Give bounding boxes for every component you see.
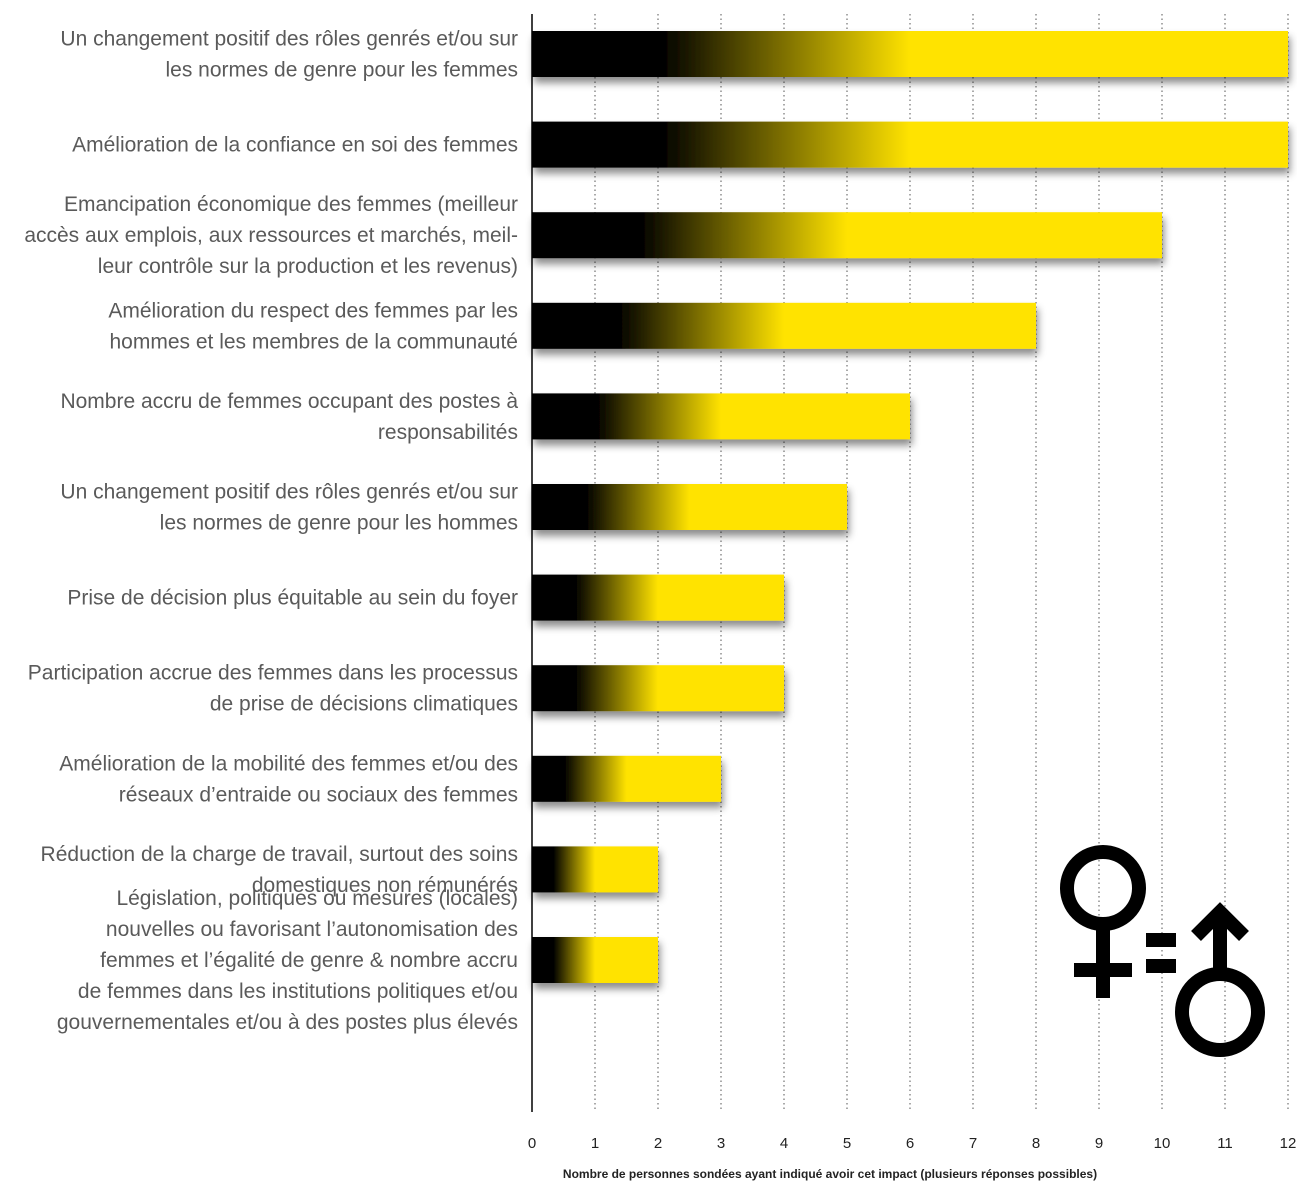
category-label-line: Participation accrue des femmes dans les… — [28, 662, 518, 685]
category-label-line: Nombre accru de femmes occupant des post… — [60, 390, 518, 413]
x-tick-label: 3 — [717, 1135, 725, 1152]
bar — [532, 846, 658, 893]
x-tick-label: 9 — [1095, 1135, 1103, 1152]
bar — [532, 302, 1036, 349]
category-label: Prise de décision plus équitable au sein… — [67, 587, 518, 610]
category-label-line: Amélioration du respect des femmes par l… — [108, 299, 518, 322]
category-label-line: femmes et l’égalité de genre & nombre ac… — [100, 949, 518, 972]
female-equals-male-symbol-icon — [1060, 845, 1265, 1057]
x-tick-label: 5 — [843, 1135, 851, 1152]
x-tick-label: 11 — [1217, 1135, 1233, 1152]
x-tick-label: 7 — [969, 1135, 977, 1152]
x-tick-label: 10 — [1154, 1135, 1171, 1152]
x-tick-label: 6 — [906, 1135, 914, 1152]
bar — [532, 574, 784, 621]
category-label-line: Emancipation économique des femmes (meil… — [64, 193, 518, 216]
grid-lines — [594, 14, 1289, 1112]
x-tick-label: 4 — [780, 1135, 788, 1152]
category-label-line: les normes de genre pour les femmes — [166, 59, 519, 82]
bar — [532, 755, 721, 802]
category-label-line: domestiques non rémunérés — [252, 874, 518, 897]
category-label: Emancipation économique des femmes (meil… — [24, 193, 518, 278]
bar — [532, 121, 1288, 168]
category-label-line: gouvernementales et/ou à des postes plus… — [57, 1011, 518, 1034]
category-label: Législation, politiques ou mesures (loca… — [57, 887, 518, 1034]
category-label-line: leur contrôle sur la production et les r… — [98, 255, 518, 278]
category-label-line: Un changement positif des rôles genrés e… — [60, 28, 518, 51]
category-label: Un changement positif des rôles genrés e… — [60, 481, 518, 535]
x-tick-label: 8 — [1032, 1135, 1040, 1152]
bar — [532, 212, 1162, 259]
category-label-line: Amélioration de la confiance en soi des … — [72, 134, 518, 157]
category-label-line: Amélioration de la mobilité des femmes e… — [59, 752, 518, 775]
x-tick-label: 2 — [654, 1135, 662, 1152]
bar — [532, 937, 658, 983]
bar — [532, 31, 1288, 77]
category-label-line: hommes et les membres de la communauté — [109, 330, 518, 353]
category-labels: Un changement positif des rôles genrés e… — [24, 28, 518, 1035]
bar — [532, 393, 910, 440]
bars — [532, 31, 1288, 983]
category-label-line: les normes de genre pour les hommes — [160, 512, 518, 535]
bar — [532, 665, 784, 712]
category-label: Amélioration de la confiance en soi des … — [72, 134, 518, 157]
category-label: Amélioration du respect des femmes par l… — [108, 299, 518, 353]
category-label: Un changement positif des rôles genrés e… — [60, 28, 518, 82]
category-label: Réduction de la charge de travail, surto… — [41, 843, 518, 897]
category-label-line: de femmes dans les institutions politiqu… — [78, 980, 518, 1003]
category-label-line: Prise de décision plus équitable au sein… — [67, 587, 518, 610]
category-label: Participation accrue des femmes dans les… — [28, 662, 518, 716]
x-tick-label: 0 — [528, 1135, 536, 1152]
x-tick-label: 12 — [1280, 1135, 1297, 1152]
category-label: Nombre accru de femmes occupant des post… — [60, 390, 518, 444]
category-label-line: Un changement positif des rôles genrés e… — [60, 481, 518, 504]
bar — [532, 484, 847, 530]
category-label: Amélioration de la mobilité des femmes e… — [59, 752, 518, 806]
x-tick-labels: 0 1 2 3 4 5 6 7 8 9 10 11 12 — [528, 1135, 1297, 1152]
category-label-line: accès aux emplois, aux ressources et mar… — [24, 224, 518, 247]
category-label-line: de prise de décisions climatiques — [210, 693, 518, 716]
category-label-line: responsabilités — [378, 421, 518, 444]
category-label-line: Législation, politiques ou mesures (loca… — [116, 887, 518, 910]
category-label-line: nouvelles ou favorisant l’autonomisation… — [106, 918, 518, 941]
category-label-line: réseaux d’entraide ou sociaux des femmes — [119, 783, 518, 806]
x-tick-label: 1 — [591, 1135, 599, 1152]
x-axis-title: Nombre de personnes sondées ayant indiqu… — [563, 1167, 1097, 1181]
category-label-line: Réduction de la charge de travail, surto… — [41, 843, 518, 866]
